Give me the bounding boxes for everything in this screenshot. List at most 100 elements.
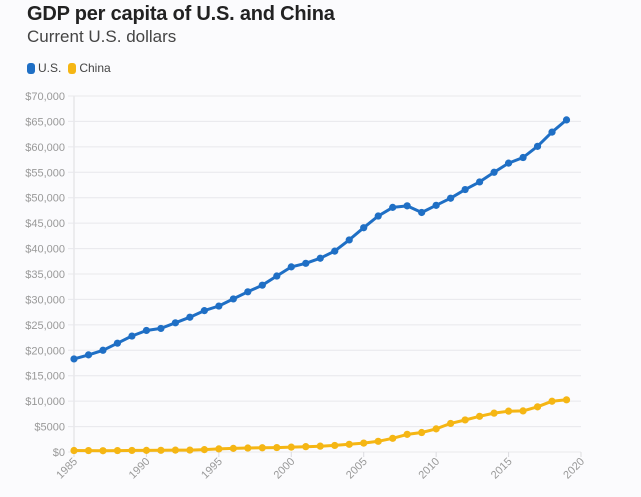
series-line — [73, 118, 568, 361]
data-point[interactable] — [171, 446, 179, 454]
legend: U.S. China — [27, 61, 118, 75]
chart-title: GDP per capita of U.S. and China — [27, 3, 335, 25]
data-point[interactable] — [70, 446, 78, 455]
data-point[interactable] — [476, 412, 484, 420]
data-point[interactable] — [403, 202, 411, 210]
x-tick-label: 2020 — [561, 456, 587, 482]
data-point[interactable] — [200, 307, 208, 315]
data-point[interactable] — [128, 332, 136, 340]
series-china — [70, 396, 571, 455]
data-point[interactable] — [215, 302, 223, 310]
data-point[interactable] — [374, 212, 382, 220]
data-point[interactable] — [331, 247, 339, 255]
data-point[interactable] — [244, 444, 252, 452]
data-point[interactable] — [157, 446, 165, 454]
data-point[interactable] — [432, 425, 440, 433]
x-axis-ticks: 1985 1990 1995 2000 2005 2010 2015 2020 — [54, 452, 587, 481]
data-point[interactable] — [70, 355, 78, 363]
data-point[interactable] — [273, 272, 281, 280]
data-point[interactable] — [548, 128, 556, 136]
data-point[interactable] — [84, 446, 93, 455]
data-point[interactable] — [562, 116, 571, 124]
y-tick-label: $20,000 — [25, 345, 65, 357]
data-point[interactable] — [302, 259, 310, 267]
chart-subtitle: Current U.S. dollars — [27, 27, 177, 46]
y-axis-ticks: $0 $5000 $10,000 $15,000 $20,000 $25,000 $30,0… — [25, 91, 65, 459]
y-tick-label: $40,000 — [25, 244, 65, 256]
data-point[interactable] — [113, 339, 122, 347]
data-point[interactable] — [258, 281, 266, 289]
data-point[interactable] — [418, 208, 426, 217]
series-us — [70, 116, 571, 363]
data-point[interactable] — [360, 224, 368, 232]
data-point[interactable] — [128, 446, 136, 455]
data-point[interactable] — [273, 443, 281, 452]
y-tick-label: $0 — [53, 447, 65, 459]
data-point[interactable] — [562, 396, 571, 404]
data-point[interactable] — [287, 443, 295, 451]
data-point[interactable] — [215, 445, 223, 453]
y-tick-label: $25,000 — [25, 320, 65, 332]
x-tick-label: 2015 — [489, 456, 515, 482]
data-point[interactable] — [418, 428, 426, 437]
data-point[interactable] — [374, 437, 382, 445]
data-point[interactable] — [316, 442, 324, 450]
data-point[interactable] — [447, 419, 455, 428]
x-tick-label: 2005 — [344, 456, 370, 482]
data-point[interactable] — [345, 236, 353, 244]
data-point[interactable] — [84, 351, 93, 359]
x-tick-label: 1990 — [127, 456, 153, 482]
data-point[interactable] — [244, 288, 252, 296]
data-point[interactable] — [389, 434, 397, 442]
data-point[interactable] — [461, 416, 469, 424]
data-point[interactable] — [533, 403, 542, 411]
data-point[interactable] — [316, 254, 324, 262]
data-point[interactable] — [504, 407, 513, 415]
data-point[interactable] — [99, 346, 107, 354]
data-point[interactable] — [403, 430, 411, 438]
data-point[interactable] — [258, 444, 266, 452]
y-tick-label: $45,000 — [25, 218, 65, 230]
legend-swatch-china — [68, 62, 77, 74]
y-tick-label: $15,000 — [25, 371, 65, 383]
y-tick-label: $5000 — [34, 422, 65, 434]
data-point[interactable] — [447, 194, 455, 202]
data-point[interactable] — [200, 446, 208, 454]
data-point[interactable] — [490, 168, 498, 176]
data-point[interactable] — [186, 313, 194, 321]
data-point[interactable] — [113, 446, 122, 455]
y-tick-label: $70,000 — [25, 91, 65, 103]
data-point[interactable] — [519, 153, 527, 162]
y-tick-label: $60,000 — [25, 142, 65, 154]
data-point[interactable] — [533, 142, 542, 150]
data-point[interactable] — [519, 407, 527, 415]
data-point[interactable] — [99, 447, 107, 455]
data-point[interactable] — [142, 326, 151, 335]
data-point[interactable] — [548, 397, 556, 405]
data-point[interactable] — [186, 446, 194, 454]
data-point[interactable] — [229, 295, 237, 303]
legend-item-china[interactable]: China — [68, 61, 111, 75]
data-point[interactable] — [360, 439, 368, 447]
x-tick-label: 1995 — [199, 456, 225, 482]
data-point[interactable] — [432, 201, 440, 209]
y-tick-label: $30,000 — [25, 294, 65, 306]
x-tick-label: 2000 — [272, 456, 298, 482]
data-point[interactable] — [476, 178, 484, 186]
data-point[interactable] — [229, 444, 237, 452]
legend-swatch-us — [27, 62, 35, 74]
data-point[interactable] — [345, 440, 353, 448]
data-point[interactable] — [490, 409, 498, 417]
data-point[interactable] — [171, 319, 179, 327]
data-point[interactable] — [142, 446, 151, 454]
data-point[interactable] — [331, 441, 339, 450]
legend-item-us[interactable]: U.S. — [27, 61, 61, 75]
data-point[interactable] — [389, 203, 397, 211]
data-point[interactable] — [504, 159, 513, 167]
data-point[interactable] — [157, 324, 165, 333]
data-point[interactable] — [287, 263, 295, 271]
data-point[interactable] — [302, 443, 310, 451]
x-tick-label: 2010 — [416, 456, 442, 482]
data-point[interactable] — [461, 185, 469, 194]
